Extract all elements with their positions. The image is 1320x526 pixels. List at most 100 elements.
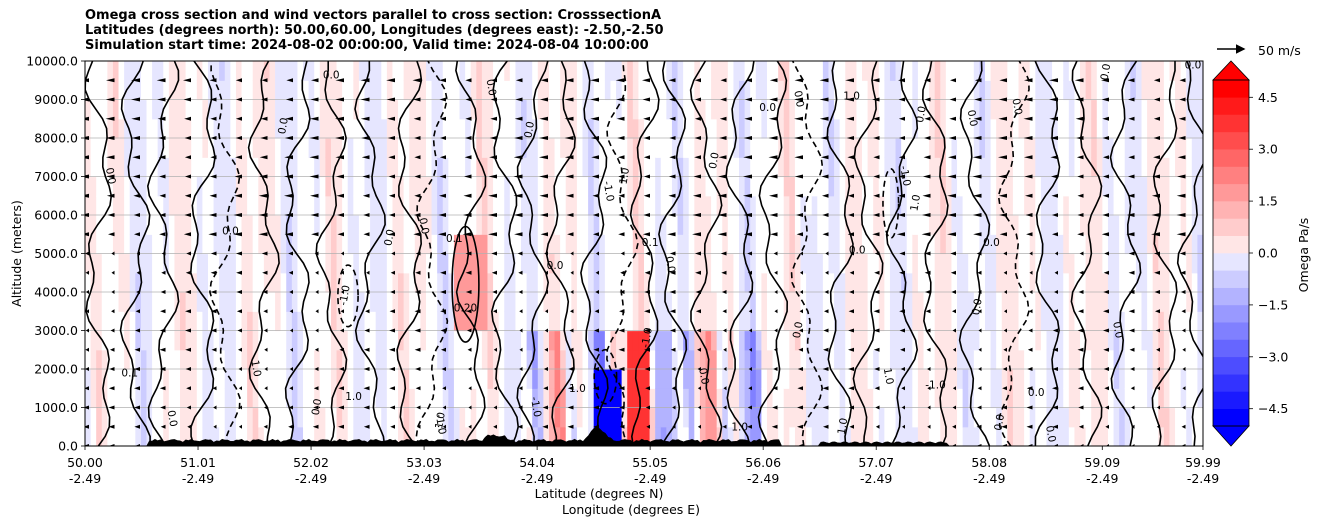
omega-cell <box>140 176 148 197</box>
omega-cell <box>750 253 757 274</box>
contour-line-negative <box>997 61 1030 446</box>
contour-line <box>1070 61 1103 446</box>
omega-cell <box>733 388 740 409</box>
wind-vector <box>848 347 854 352</box>
omega-cell <box>526 272 533 293</box>
wind-vector <box>1049 116 1058 121</box>
omega-cell <box>772 176 779 197</box>
omega-cell <box>744 253 751 274</box>
omega-cell <box>705 99 712 120</box>
omega-cell <box>884 292 891 312</box>
omega-cell <box>951 330 958 351</box>
omega-cell <box>1085 426 1092 446</box>
wind-vector <box>796 213 803 217</box>
wind-vector <box>160 424 166 429</box>
omega-cell <box>453 388 461 409</box>
omega-cell <box>716 349 723 370</box>
wind-vector <box>925 290 931 294</box>
omega-cell <box>761 349 768 370</box>
omega-cell <box>705 369 712 389</box>
omega-cell <box>487 138 494 158</box>
wind-vector <box>900 367 905 371</box>
omega-cell <box>901 99 908 120</box>
omega-cell <box>1001 176 1008 197</box>
omega-cell <box>1085 330 1092 351</box>
omega-cell <box>414 99 421 120</box>
omega-cell <box>856 349 863 370</box>
omega-cell <box>230 272 237 293</box>
omega-cell <box>694 80 701 101</box>
omega-cell <box>392 311 399 332</box>
omega-cell <box>711 176 718 197</box>
omega-cell <box>124 118 131 139</box>
omega-cell <box>386 272 394 293</box>
omega-cell <box>403 426 410 446</box>
omega-cell <box>632 292 640 312</box>
omega-cell <box>280 253 287 274</box>
omega-cell <box>895 311 902 332</box>
omega-cell <box>565 311 572 332</box>
omega-cell <box>275 195 282 216</box>
omega-cell <box>929 426 936 446</box>
omega-cell <box>448 99 455 120</box>
wind-vector <box>819 78 829 83</box>
wind-vector <box>1001 424 1007 429</box>
omega-cell <box>191 253 198 274</box>
omega-cell <box>1124 407 1131 428</box>
omega-cell <box>716 272 723 293</box>
omega-cell <box>1191 292 1199 312</box>
omega-cell <box>968 99 975 120</box>
omega-cell <box>146 80 153 101</box>
omega-cell <box>1180 330 1187 351</box>
omega-cell <box>515 234 522 255</box>
omega-cell <box>353 349 360 370</box>
omega-cell <box>1040 195 1048 216</box>
omega-cell <box>196 138 203 158</box>
omega-cell <box>968 157 975 178</box>
omega-cell <box>671 118 679 139</box>
omega-cell <box>1074 80 1081 101</box>
omega-cell <box>560 253 567 274</box>
omega-cell <box>252 426 259 446</box>
wind-vector <box>1178 136 1186 140</box>
omega-cell <box>375 407 382 428</box>
omega-cell <box>308 138 315 158</box>
omega-cell <box>688 426 695 446</box>
omega-cell <box>1119 426 1126 446</box>
omega-cell <box>442 195 449 216</box>
omega-cell <box>1124 388 1131 409</box>
omega-cell <box>716 253 723 274</box>
wind-vector <box>364 328 370 333</box>
omega-cell <box>364 234 371 255</box>
omega-cell <box>521 176 528 197</box>
wind-vector <box>340 309 344 314</box>
wind-vector <box>416 405 421 410</box>
omega-cell <box>979 99 986 120</box>
omega-cell <box>386 388 394 409</box>
wind-vector <box>440 251 446 256</box>
omega-cell <box>319 176 326 197</box>
omega-cell <box>794 176 802 197</box>
omega-cell <box>1141 349 1148 370</box>
omega-cell <box>448 61 455 81</box>
omega-cell <box>107 99 114 120</box>
omega-cell <box>1175 388 1182 409</box>
omega-cell <box>694 99 701 120</box>
omega-cell <box>386 311 394 332</box>
contour-label: 0.0 <box>522 121 537 140</box>
omega-cell <box>739 369 746 389</box>
omega-cell <box>453 407 461 428</box>
omega-cell <box>1130 292 1137 312</box>
omega-cell <box>1135 118 1143 139</box>
omega-cell <box>1130 195 1137 216</box>
omega-cell <box>297 157 304 178</box>
omega-cell <box>493 388 500 409</box>
wind-vector <box>183 232 191 237</box>
omega-cell <box>152 388 159 409</box>
omega-cell <box>660 195 667 216</box>
omega-cell <box>392 349 399 370</box>
omega-cell <box>112 407 120 428</box>
omega-cell <box>873 311 880 332</box>
omega-cell <box>755 311 762 332</box>
omega-cell <box>398 349 405 370</box>
